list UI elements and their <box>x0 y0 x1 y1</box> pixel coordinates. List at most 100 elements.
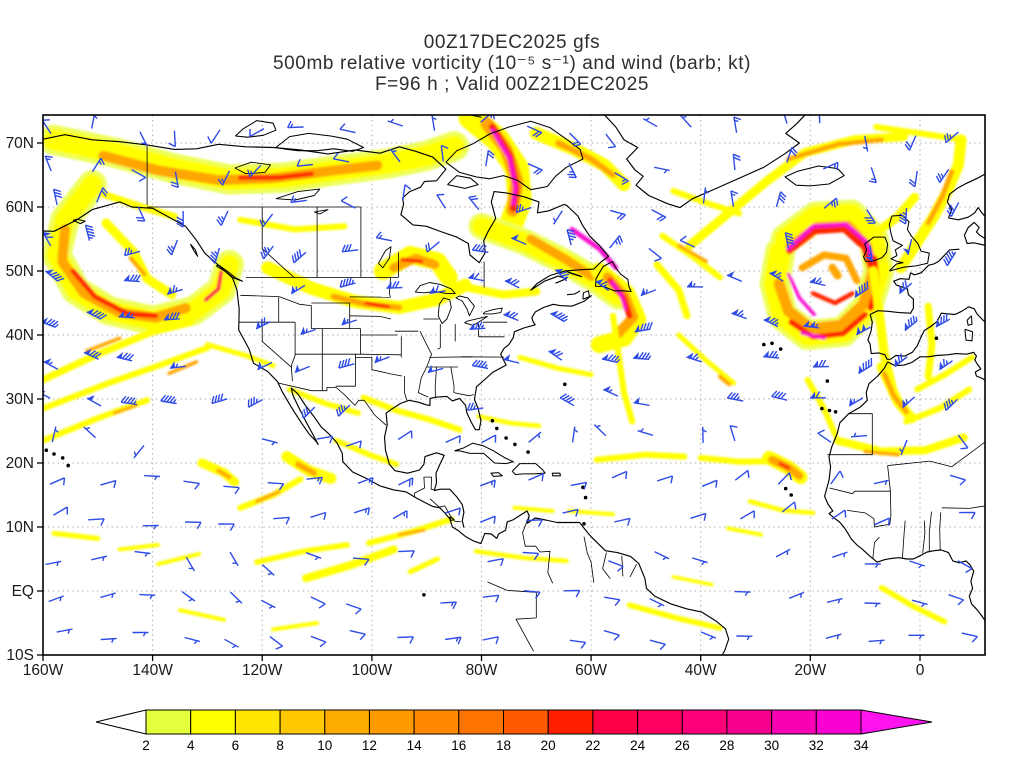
lon-tick-label: 100W <box>352 662 393 679</box>
wind-barb <box>679 235 695 248</box>
vorticity-band <box>925 169 955 226</box>
wind-barb <box>43 317 59 329</box>
vorticity-band <box>397 528 426 537</box>
wind-barb <box>775 191 787 208</box>
small-island <box>582 522 586 526</box>
wind-barb <box>850 432 868 438</box>
vorticity-band <box>800 331 826 341</box>
wind-barb <box>902 238 913 255</box>
wind-barb <box>935 168 950 183</box>
political-border <box>922 520 926 554</box>
wind-barb <box>261 564 275 576</box>
wind-barb <box>168 130 176 148</box>
wind-barb <box>436 193 446 209</box>
wind-barb <box>856 323 871 336</box>
political-border <box>872 536 880 560</box>
vorticity-band <box>216 468 232 480</box>
colorbar-segment <box>681 709 728 735</box>
vorticity-band <box>237 216 348 233</box>
lat-tick-label: 30N <box>6 391 34 408</box>
vorticity-band <box>70 268 158 319</box>
colorbar-tick-label: 32 <box>809 738 824 753</box>
wind-barb <box>826 597 843 604</box>
wind-barb <box>562 508 579 517</box>
vorticity-band <box>167 360 199 376</box>
wind-barb <box>899 207 908 225</box>
wind-barb <box>218 523 235 531</box>
wind-barb <box>864 209 876 224</box>
political-border <box>602 552 611 580</box>
wind-barb <box>83 426 96 439</box>
wind-barb <box>209 247 221 264</box>
wind-barb <box>260 599 276 609</box>
lon-tick-label: 80W <box>466 662 498 679</box>
vorticity-band <box>786 225 875 269</box>
wind-barb <box>392 510 408 520</box>
wind-barb <box>552 210 563 225</box>
wind-barb <box>609 235 624 249</box>
wind-barb <box>732 153 741 171</box>
wind-barb <box>444 636 462 645</box>
wind-barb <box>566 229 577 246</box>
small-island <box>762 342 766 347</box>
vorticity-band <box>878 585 948 625</box>
wind-barb <box>398 477 414 487</box>
wind-barb <box>45 560 62 567</box>
lat-tick-label: 10S <box>6 647 34 664</box>
wind-barb <box>763 350 780 359</box>
wind-barb <box>471 359 489 370</box>
coastline <box>496 510 730 655</box>
wind-barb <box>526 125 543 138</box>
run-title: 00Z17DEC2025 gfs <box>423 32 601 53</box>
political-border <box>929 441 985 468</box>
wind-barb <box>469 321 486 330</box>
wind-barb <box>730 190 739 207</box>
island-coastline <box>447 175 479 189</box>
wind-barb <box>345 440 362 449</box>
island-coastline <box>784 165 845 187</box>
vorticity-band <box>863 449 900 457</box>
wind-barb <box>642 117 658 128</box>
wind-barb <box>702 187 709 204</box>
wind-barb <box>291 249 307 264</box>
wind-barb <box>300 406 316 419</box>
vorticity-band <box>51 530 101 541</box>
wind-barb <box>339 277 356 288</box>
wind-barb <box>935 313 951 328</box>
wind-barb <box>686 280 704 288</box>
wind-barb <box>908 634 925 640</box>
small-island <box>778 347 783 351</box>
island-coastline <box>511 463 546 476</box>
island-coastline <box>445 120 584 191</box>
wind-barb <box>482 594 500 603</box>
coastline <box>383 294 592 528</box>
island-coastline <box>594 260 632 293</box>
map-frame <box>42 114 986 656</box>
colorbar-tick-label: 34 <box>853 738 869 753</box>
wind-barb <box>734 590 751 596</box>
vorticity-band <box>255 490 281 504</box>
lat-tick-label: 10N <box>6 519 34 536</box>
wind-barb <box>185 521 202 530</box>
colorbar-segment <box>592 709 639 735</box>
wind-barb <box>679 115 692 128</box>
wind-barb <box>526 519 543 527</box>
vorticity-band <box>593 451 688 463</box>
vorticity-band <box>43 344 211 412</box>
small-island <box>490 419 495 423</box>
wind-barb <box>528 431 542 443</box>
political-border <box>583 536 595 583</box>
vorticity-band <box>747 499 816 516</box>
political-border <box>450 366 455 393</box>
vorticity-band <box>810 291 855 306</box>
political-border <box>941 505 985 509</box>
wind-barb <box>332 152 350 163</box>
wind-barb <box>812 359 829 368</box>
lon-tick-label: 160W <box>23 662 64 679</box>
lon-tick-label: 0 <box>916 662 925 679</box>
wind-barb <box>601 353 621 364</box>
political-border <box>847 491 892 528</box>
colorbar-segment <box>771 709 817 735</box>
wind-barb <box>468 272 485 282</box>
wind-barb <box>563 589 581 598</box>
